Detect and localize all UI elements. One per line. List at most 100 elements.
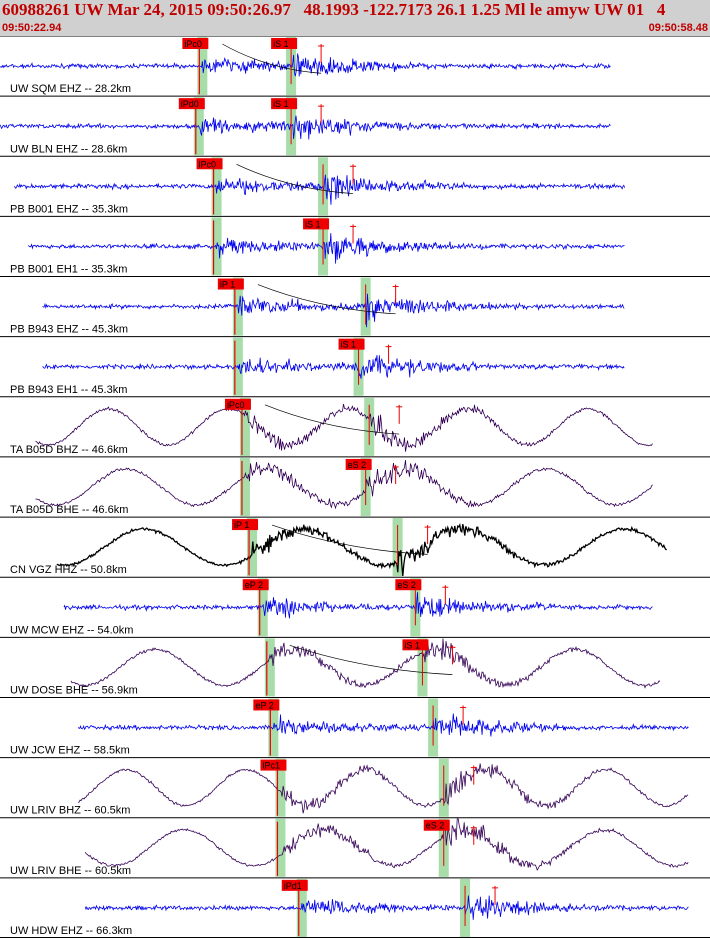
trace-row[interactable]: eP 2 eS 2 UW MCW EHZ -- 54.0km (0, 576, 710, 637)
pick-label-text: iPc1 (262, 761, 280, 771)
pick-label[interactable]: iPc0 (196, 158, 223, 170)
trace-row[interactable]: eP 2 UW JCW EHZ -- 58.5km (0, 696, 710, 757)
pick-label[interactable]: iS 1 (271, 98, 298, 110)
travel-time-curve (222, 43, 322, 74)
pick-label-box (402, 639, 429, 651)
pick-label-box (182, 38, 209, 49)
p-window (275, 758, 286, 817)
pick-label[interactable]: iPd0 (178, 98, 205, 110)
pick-label-text: iS 1 (273, 99, 289, 109)
pick-label[interactable]: iPc0 (182, 38, 209, 49)
pick-label-text: iS 1 (305, 219, 321, 229)
p-window (275, 818, 286, 877)
p-window (239, 457, 250, 517)
pick-label-text: eS 2 (397, 580, 416, 590)
pick-label[interactable]: eP 2 (253, 699, 280, 711)
station-label: TA B05D BHE -- 46.6km (10, 504, 128, 516)
waveform (84, 818, 689, 871)
pick-label-text: iP 1 (234, 520, 249, 530)
waveform (35, 403, 653, 452)
station-label: PB B943 EHZ -- 45.3km (10, 324, 128, 336)
pick-label-text: eP 2 (255, 700, 273, 710)
pick-label[interactable]: iPc0 (224, 398, 251, 410)
pick-label-box (224, 398, 251, 410)
station-label: PB B943 EH1 -- 45.3km (10, 384, 127, 396)
trace-row[interactable]: iS 1 PB B943 EH1 -- 45.3km (0, 336, 710, 396)
pick-label[interactable]: iP 1 (217, 278, 244, 290)
trace-row[interactable]: iPc0 iS 1 UW SQM EHZ -- 28.2km (0, 36, 710, 96)
travel-time-curve (264, 404, 400, 435)
trace-row[interactable]: iP 1 PB B943 EHZ -- 45.3km (0, 276, 710, 336)
p-window (211, 157, 222, 216)
pick-label[interactable]: iP 1 (232, 519, 259, 531)
trace-row[interactable]: iPc0 TA B05D BHZ -- 46.6km (0, 396, 710, 456)
pick-label-text: iPd1 (284, 881, 302, 891)
trace-row[interactable]: iS 1 PB B001 EH1 -- 35.3km (0, 215, 710, 276)
pick-label-box (260, 759, 287, 771)
station-label: UW DOSE BHE -- 56.9km (10, 684, 138, 696)
pick-label-box (423, 819, 450, 831)
pick-label[interactable]: eS 2 (395, 579, 422, 591)
pick-label[interactable]: eS 2 (345, 458, 372, 470)
pick-label[interactable]: iS 1 (303, 218, 330, 230)
trace-row[interactable]: iPc1 UW LRIV BHZ -- 60.5km (0, 757, 710, 817)
header-bar: 60988261 UW Mar 24, 2015 09:50:26.97 48.… (0, 0, 710, 36)
pick-label[interactable]: iS 1 (271, 38, 298, 49)
pick-label-text: iP 1 (220, 280, 235, 290)
travel-time-curve (271, 524, 428, 555)
pick-label-box (271, 98, 298, 110)
trace-row[interactable]: eS 2 TA B05D BHE -- 46.6km (0, 456, 710, 517)
station-label: UW LRIV BHZ -- 60.5km (10, 805, 130, 817)
pick-label-box (253, 699, 280, 711)
waveform (35, 460, 653, 510)
p-window (239, 397, 250, 456)
waveform (84, 895, 689, 920)
pick-label-text: iPc0 (199, 159, 217, 169)
pick-label-box (242, 579, 269, 591)
pick-label-text: iS 1 (341, 340, 357, 350)
travel-time-curve (289, 645, 453, 675)
pick-label-box (217, 278, 244, 290)
pick-label-text: iPd0 (181, 99, 199, 109)
station-label: UW JCW EHZ -- 58.5km (10, 745, 130, 757)
pick-label[interactable]: iS 1 (402, 639, 429, 651)
waveform (0, 53, 611, 77)
pick-label[interactable]: eS 2 (423, 819, 450, 831)
pick-label[interactable]: iS 1 (338, 338, 365, 350)
station-label: UW MCW EHZ -- 54.0km (10, 624, 133, 636)
waveform (70, 638, 661, 689)
trace-row[interactable]: iPd1 UW HDW EHZ -- 66.3km (0, 877, 710, 937)
trace-row[interactable]: iPd0 iS 1 UW BLN EHZ -- 28.6km (0, 95, 710, 156)
time-end: 09:50:58.48 (648, 22, 708, 34)
waveform (63, 592, 653, 619)
travel-time-curve (257, 284, 396, 315)
trace-row[interactable]: iP 1 CN VGZ HHZ -- 50.8km (0, 516, 710, 577)
event-title: 60988261 UW Mar 24, 2015 09:50:26.97 48.… (2, 0, 666, 19)
station-label: CN VGZ HHZ -- 50.8km (10, 564, 127, 576)
trace-row[interactable]: iPc0 PB B001 EHZ -- 35.3km (0, 155, 710, 216)
seismogram-panel[interactable]: iPc0 iS 1 UW SQM EHZ -- 28.2km iPd0 iS 1 UW B… (0, 36, 710, 938)
pick-label[interactable]: iPc1 (260, 759, 287, 771)
p-window (257, 578, 268, 637)
pick-label-text: iS 1 (404, 640, 420, 650)
waveform (0, 115, 611, 140)
trace-row[interactable]: eS 2 UW LRIV BHE -- 60.5km (0, 817, 710, 877)
pick-label[interactable]: eP 2 (242, 579, 269, 591)
station-label: PB B001 EHZ -- 35.3km (10, 203, 128, 215)
waveform (28, 233, 625, 264)
pick-label[interactable]: iPd1 (281, 879, 308, 891)
pick-label-text: iPc0 (227, 400, 245, 410)
trace-row[interactable]: iS 1 UW DOSE BHE -- 56.9km (0, 636, 710, 697)
waveform (78, 763, 689, 814)
pick-label-box (281, 879, 308, 891)
waveform (42, 355, 625, 379)
p-window (296, 878, 307, 937)
pick-label-box (338, 338, 365, 350)
pick-label-text: iS 1 (273, 39, 289, 49)
pick-label-text: iPc0 (184, 39, 202, 49)
waveform (77, 713, 689, 737)
p-window (264, 638, 275, 697)
waveform (13, 174, 625, 205)
pick-label-text: eP 2 (245, 580, 263, 590)
pick-label-box (271, 38, 298, 49)
